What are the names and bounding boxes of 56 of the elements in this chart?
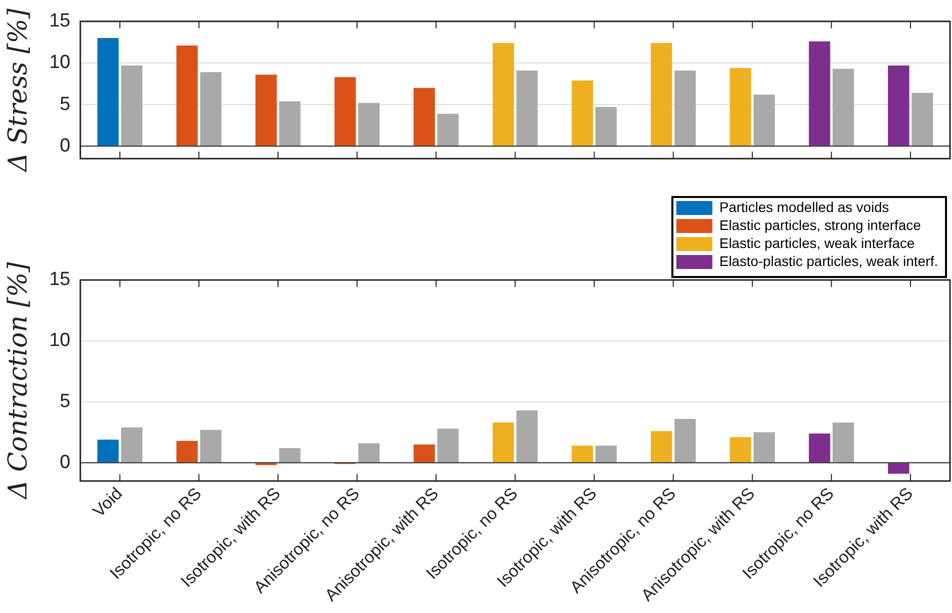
bar (595, 446, 617, 462)
bar (912, 92, 933, 146)
bar (754, 94, 775, 146)
bar (595, 107, 617, 146)
bar (437, 428, 459, 462)
bar (200, 72, 222, 146)
bar (572, 80, 594, 146)
y-axis-title: Δ Stress [%] (3, 8, 34, 173)
bar (437, 114, 459, 146)
legend-label: Elastic particles, weak interface (719, 234, 915, 251)
bar (572, 446, 594, 462)
bar (121, 65, 142, 146)
x-tick-label: Void (89, 484, 126, 521)
bar (255, 74, 277, 146)
y-tick-label: 10 (49, 330, 70, 352)
y-tick-label: 10 (49, 52, 70, 74)
y-tick-label: 0 (60, 452, 70, 473)
bar (832, 68, 854, 146)
bar (730, 68, 752, 146)
bar (279, 448, 301, 462)
bar (176, 46, 198, 146)
bar (674, 418, 696, 462)
bar (97, 38, 119, 146)
bar (358, 102, 380, 146)
legend-label: Elastic particles, strong interface (719, 216, 922, 233)
y-axis-title: Δ Contraction [%] (3, 261, 34, 500)
bar (888, 463, 910, 474)
y-tick-label: 15 (49, 269, 70, 290)
bar (358, 443, 380, 462)
bar (414, 444, 435, 462)
y-tick-label: 15 (49, 10, 70, 32)
bar (516, 410, 538, 462)
bar (279, 101, 301, 146)
bar (516, 70, 538, 146)
bar (808, 434, 830, 462)
y-tick-label: 5 (60, 94, 70, 115)
bar (121, 427, 142, 462)
bar (650, 43, 672, 146)
bar (674, 70, 696, 146)
bar (97, 440, 119, 462)
bar (200, 430, 222, 462)
bar (176, 440, 198, 462)
bar (754, 432, 775, 462)
bar (808, 41, 830, 146)
bar (650, 431, 672, 462)
bar (492, 422, 514, 462)
bar (414, 88, 435, 146)
bar (888, 65, 910, 146)
y-tick-label: 5 (60, 391, 70, 412)
bar (492, 43, 514, 146)
y-tick-label: 0 (60, 135, 70, 156)
bar (832, 422, 854, 462)
legend-label: Elasto-plastic particles, weak interf. (719, 252, 938, 269)
legend-label: Particles modelled as voids (719, 198, 889, 215)
bar (334, 77, 356, 146)
bar (730, 437, 752, 462)
